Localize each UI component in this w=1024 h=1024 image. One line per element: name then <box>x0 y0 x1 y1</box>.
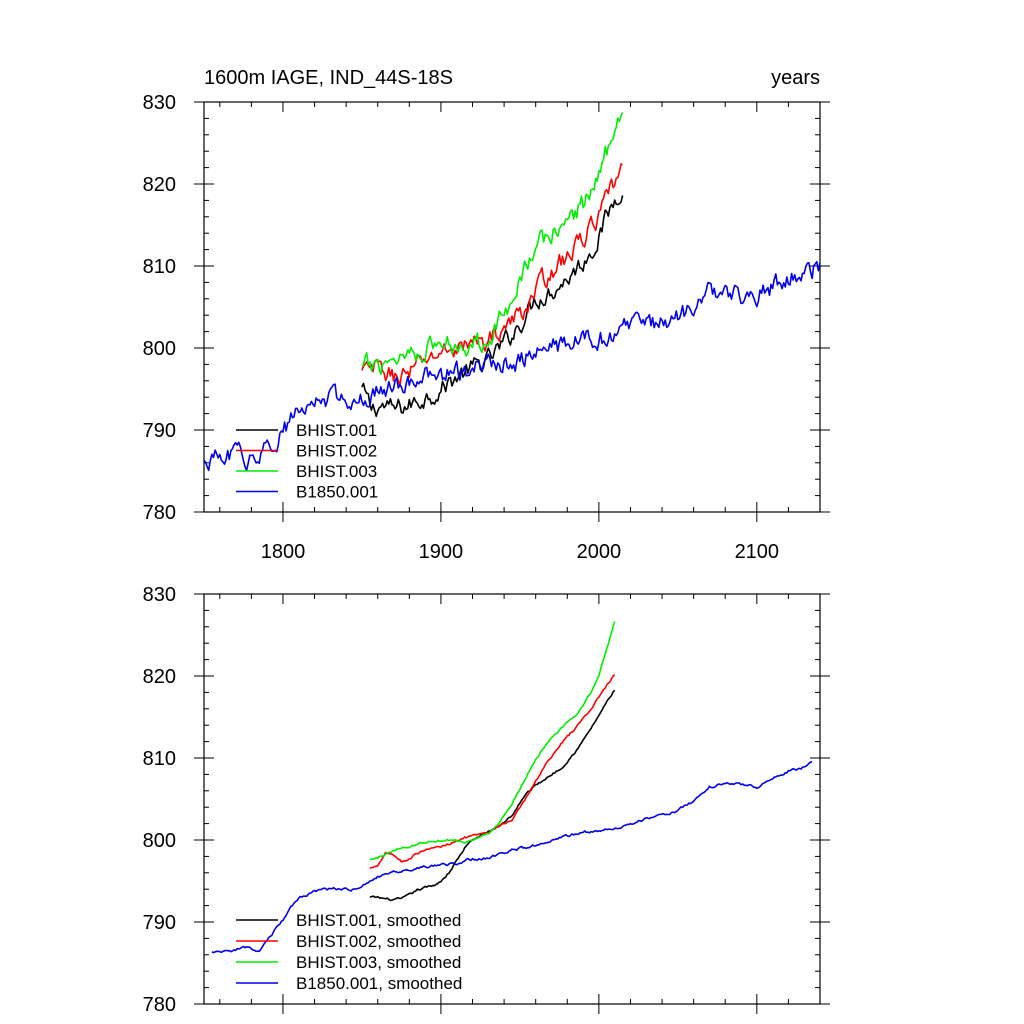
series-line-bhist-002 <box>361 163 623 387</box>
y-tick-label: 810 <box>143 748 176 770</box>
series-layer <box>211 621 813 954</box>
legend: BHIST.001, smoothed BHIST.002, smoothed BH… <box>236 911 462 993</box>
legend-label: BHIST.002 <box>296 442 377 461</box>
y-tick-label: 790 <box>143 420 176 442</box>
series-line-bhist-001 <box>361 195 624 418</box>
x-tick-label: 1800 <box>261 541 306 563</box>
series-line-bhist-003 <box>361 112 624 376</box>
x-tick-label: 2000 <box>577 541 622 563</box>
y-tick-label: 830 <box>143 584 176 606</box>
series-line-bhist-003-smoothed <box>369 621 616 861</box>
legend-label: BHIST.002, smoothed <box>296 932 461 951</box>
legend-label: B1850.001 <box>296 483 378 502</box>
axis-ticks: 1800 1900 2000 2100 780 790 800 810 820 830 <box>143 92 830 563</box>
y-tick-label: 790 <box>143 912 176 934</box>
chart-title: 1600m IAGE, IND_44S-18S <box>204 67 453 89</box>
chart-title-right: years <box>771 67 820 89</box>
y-tick-label: 800 <box>143 830 176 852</box>
y-tick-label: 780 <box>143 994 176 1016</box>
x-tick-label: 1900 <box>419 541 464 563</box>
legend-label: BHIST.001 <box>296 421 377 440</box>
series-line-b1850-001 <box>203 260 821 472</box>
legend-label: BHIST.003, smoothed <box>296 953 461 972</box>
y-tick-label: 820 <box>143 174 176 196</box>
y-tick-label: 830 <box>143 92 176 114</box>
chart-panel-raw: 1600m IAGE, IND_44S-18S years 1800 1900 20… <box>143 67 830 563</box>
y-tick-label: 820 <box>143 666 176 688</box>
plot-frame <box>203 101 821 513</box>
plot-frame <box>203 593 821 1005</box>
y-tick-label: 810 <box>143 256 176 278</box>
x-tick-label: 2100 <box>735 541 780 563</box>
legend-label: BHIST.003 <box>296 462 377 481</box>
series-layer <box>203 112 821 472</box>
y-tick-label: 800 <box>143 338 176 360</box>
legend-label: BHIST.001, smoothed <box>296 911 461 930</box>
y-tick-label: 780 <box>143 502 176 524</box>
series-line-b1850-001-smoothed <box>211 761 813 954</box>
legend-label: B1850.001, smoothed <box>296 974 462 993</box>
axis-ticks: 780 790 800 810 820 830 <box>143 584 830 1016</box>
